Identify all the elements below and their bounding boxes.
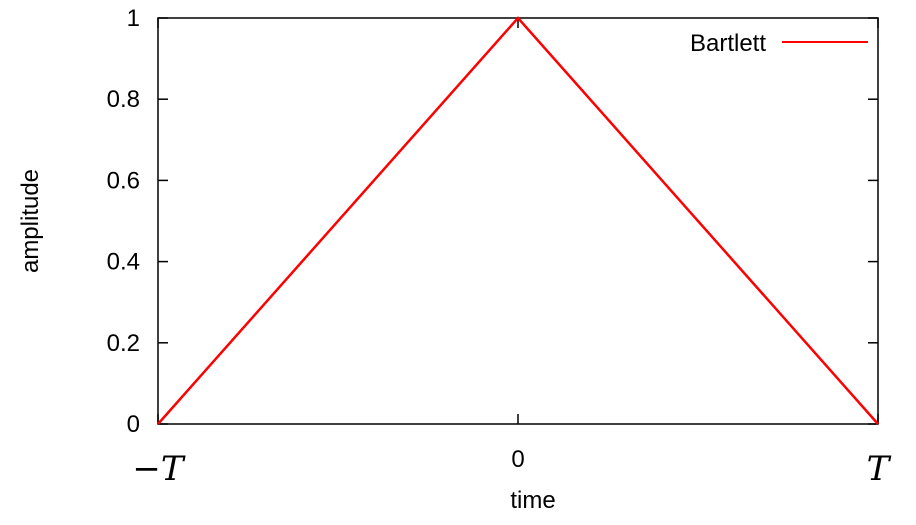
legend-label: Bartlett [690,30,766,57]
x-tick-label: −T [132,449,185,489]
x-tick-label: 0 [511,446,524,473]
plot-frame [157,17,879,425]
y-tick-label: 0 [127,411,140,438]
y-axis-label: amplitude [17,169,44,273]
y-axis-ticks: 0 0.2 0.4 0.6 0.8 1 [107,5,878,438]
y-tick-label: 0.2 [107,330,140,357]
series-line-0 [157,16,879,425]
y-tick-label: 0.4 [107,249,140,276]
x-axis-ticks: −T 0 T [132,18,892,489]
x-tick-label: T [867,449,892,489]
y-tick-label: 0.6 [107,167,140,194]
y-tick-label: 1 [127,5,140,32]
legend: Bartlett [690,30,868,57]
series-layer [157,16,879,425]
y-tick-label: 0.8 [107,86,140,113]
x-axis-label: time [510,487,555,514]
